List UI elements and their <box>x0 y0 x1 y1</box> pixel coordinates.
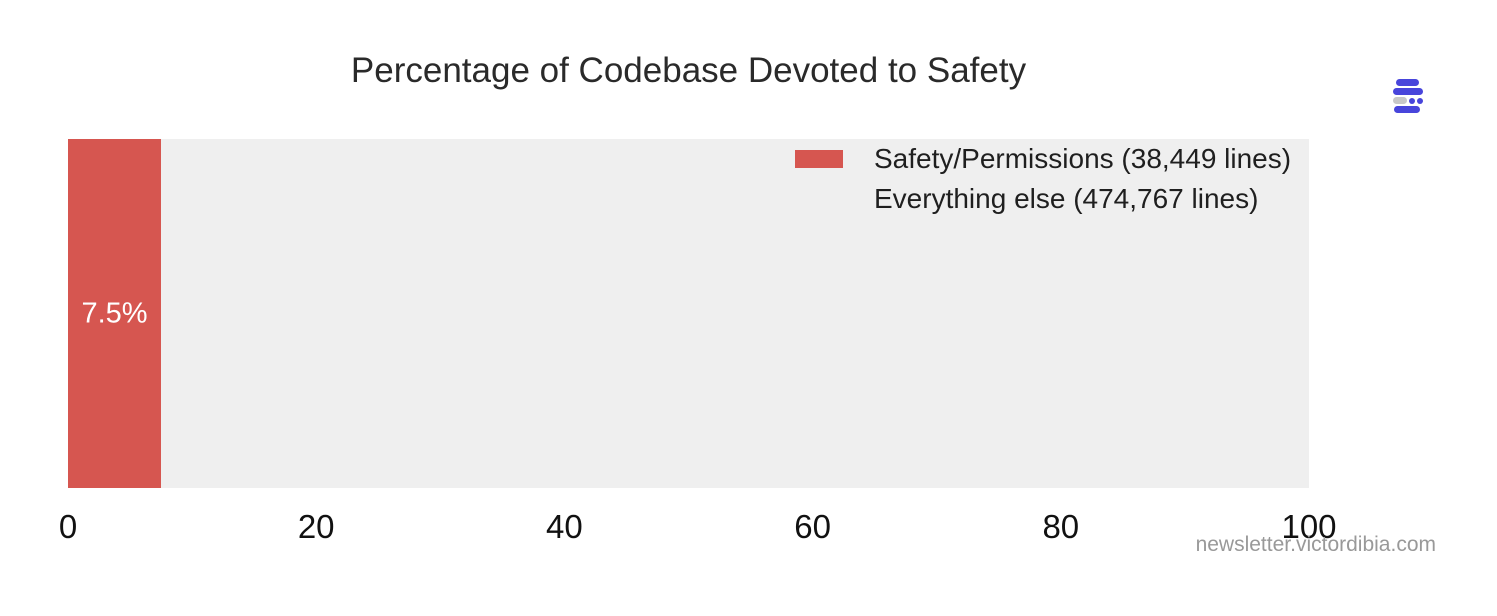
x-tick: 100 <box>1281 508 1337 545</box>
legend-label: Safety/Permissions (38,449 lines) <box>874 143 1292 174</box>
logo-bar-bottom <box>1394 106 1420 113</box>
bar-segment-safety: 7.5% <box>68 139 162 488</box>
newsletter-logo-icon <box>1393 79 1425 115</box>
logo-gray-bar <box>1393 97 1407 104</box>
logo-bar-wide <box>1393 88 1423 95</box>
x-tick: 0 <box>58 508 78 545</box>
x-tick: 80 <box>1042 508 1080 545</box>
logo-dotted-row <box>1393 97 1425 104</box>
x-tick: 20 <box>297 508 335 545</box>
legend: Safety/Permissions (38,449 lines) Everyt… <box>795 139 1291 219</box>
legend-swatch <box>795 190 843 208</box>
legend-item-safety[interactable]: Safety/Permissions (38,449 lines) <box>795 139 1291 179</box>
logo-bar-top <box>1396 79 1419 86</box>
x-axis: 0 20 40 60 80 100 <box>59 507 1337 549</box>
plot-area: 7.5% Safety/Permissions (38,449 lines) E… <box>68 139 1309 488</box>
chart-title: Percentage of Codebase Devoted to Safety <box>350 51 1027 90</box>
legend-swatch <box>795 150 843 168</box>
watermark-text: newsletter.victordibia.com <box>1195 533 1436 556</box>
logo-dot-1 <box>1409 97 1415 104</box>
x-tick: 60 <box>794 508 831 545</box>
x-tick: 40 <box>546 508 583 545</box>
bar-value-label: 7.5% <box>81 297 148 329</box>
legend-label: Everything else (474,767 lines) <box>874 183 1259 214</box>
logo-dot-2 <box>1417 97 1423 104</box>
legend-item-everything-else[interactable]: Everything else (474,767 lines) <box>795 179 1291 219</box>
